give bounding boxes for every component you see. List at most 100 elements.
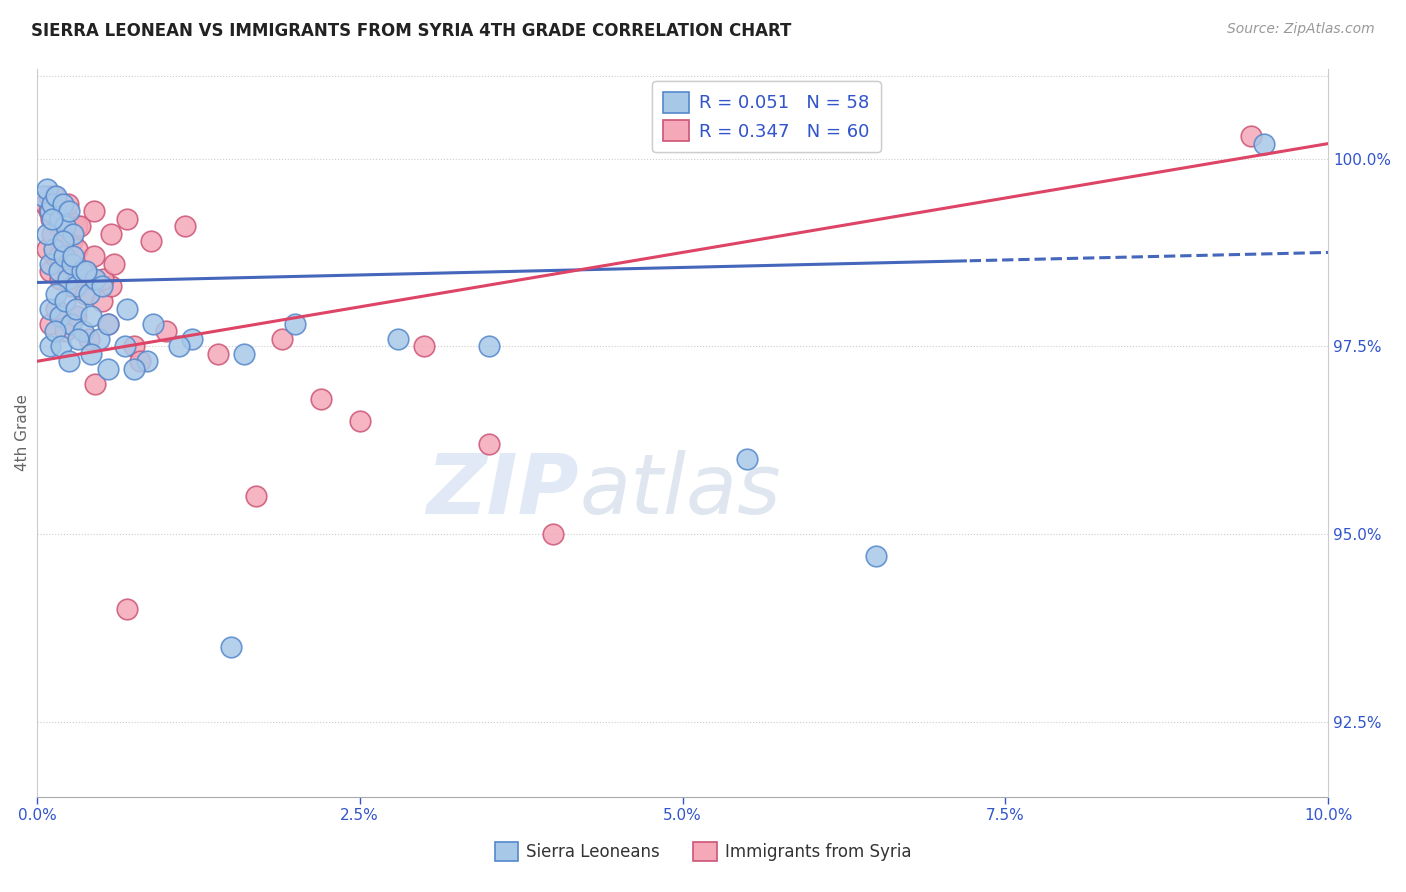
Point — [65, 279, 87, 293]
Point — [70, 264, 93, 278]
Point — [100, 279, 122, 293]
Point — [174, 219, 197, 234]
Point — [232, 347, 254, 361]
Point — [49, 310, 72, 324]
Point — [135, 354, 157, 368]
Point — [122, 339, 145, 353]
Point — [87, 332, 110, 346]
Point — [53, 234, 76, 248]
Point — [65, 310, 87, 324]
Text: SIERRA LEONEAN VS IMMIGRANTS FROM SYRIA 4TH GRADE CORRELATION CHART: SIERRA LEONEAN VS IMMIGRANTS FROM SYRIA … — [31, 22, 792, 40]
Point — [41, 196, 63, 211]
Point — [59, 317, 82, 331]
Point — [103, 257, 125, 271]
Point — [58, 204, 80, 219]
Point — [52, 234, 75, 248]
Point — [48, 264, 70, 278]
Point — [75, 264, 97, 278]
Point — [142, 317, 165, 331]
Point — [139, 234, 162, 248]
Point — [1253, 136, 1275, 151]
Point — [245, 490, 267, 504]
Point — [44, 324, 66, 338]
Point — [80, 310, 103, 324]
Point — [53, 324, 76, 338]
Point — [38, 339, 60, 353]
Point — [72, 324, 94, 338]
Point — [49, 211, 72, 226]
Point — [62, 249, 84, 263]
Point — [46, 219, 69, 234]
Point — [735, 451, 758, 466]
Point — [77, 332, 100, 346]
Point — [59, 257, 82, 271]
Point — [38, 204, 60, 219]
Point — [37, 227, 59, 241]
Point — [97, 317, 120, 331]
Point — [66, 219, 89, 234]
Point — [39, 211, 62, 226]
Point — [543, 527, 565, 541]
Point — [45, 301, 67, 316]
Point — [180, 332, 202, 346]
Point — [49, 211, 72, 226]
Point — [56, 196, 79, 211]
Point — [97, 361, 120, 376]
Point — [413, 339, 436, 353]
Point — [41, 211, 63, 226]
Point — [41, 227, 63, 241]
Point — [73, 286, 96, 301]
Point — [65, 301, 87, 316]
Point — [91, 271, 114, 285]
Point — [207, 347, 229, 361]
Point — [84, 271, 107, 285]
Text: Source: ZipAtlas.com: Source: ZipAtlas.com — [1227, 22, 1375, 37]
Point — [219, 640, 242, 654]
Point — [37, 242, 59, 256]
Point — [114, 339, 136, 353]
Point — [66, 264, 89, 278]
Point — [32, 189, 55, 203]
Point — [60, 257, 83, 271]
Point — [83, 249, 105, 263]
Point — [80, 347, 103, 361]
Point — [38, 189, 60, 203]
Point — [56, 271, 79, 285]
Point — [349, 414, 371, 428]
Point — [45, 189, 67, 203]
Point — [83, 204, 105, 219]
Point — [38, 317, 60, 331]
Point — [38, 257, 60, 271]
Point — [53, 227, 76, 241]
Point — [44, 196, 66, 211]
Point — [167, 339, 190, 353]
Point — [387, 332, 409, 346]
Point — [56, 211, 79, 226]
Y-axis label: 4th Grade: 4th Grade — [15, 394, 30, 471]
Point — [45, 286, 67, 301]
Point — [48, 249, 70, 263]
Point — [66, 242, 89, 256]
Point — [100, 227, 122, 241]
Legend: R = 0.051   N = 58, R = 0.347   N = 60: R = 0.051 N = 58, R = 0.347 N = 60 — [652, 81, 880, 152]
Point — [52, 196, 75, 211]
Point — [77, 286, 100, 301]
Point — [284, 317, 307, 331]
Point — [62, 227, 84, 241]
Point — [90, 279, 112, 293]
Point — [122, 361, 145, 376]
Point — [38, 204, 60, 219]
Point — [1240, 129, 1263, 144]
Point — [59, 279, 82, 293]
Point — [53, 294, 76, 309]
Point — [82, 271, 104, 285]
Point — [42, 242, 65, 256]
Point — [117, 211, 139, 226]
Point — [49, 271, 72, 285]
Point — [58, 354, 80, 368]
Point — [67, 332, 90, 346]
Point — [117, 301, 139, 316]
Point — [865, 549, 887, 564]
Point — [75, 264, 97, 278]
Point — [97, 317, 120, 331]
